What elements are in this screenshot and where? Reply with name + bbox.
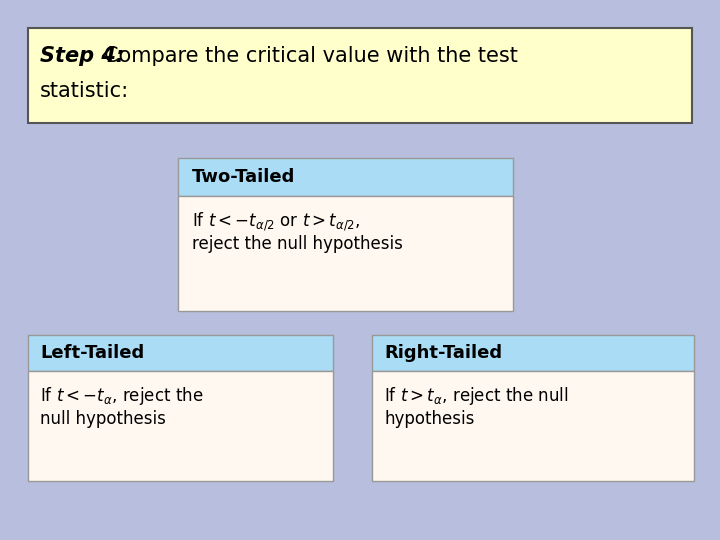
- Text: If $t > t_{\alpha}$, reject the null
hypothesis: If $t > t_{\alpha}$, reject the null hyp…: [384, 385, 569, 428]
- Text: Right-Tailed: Right-Tailed: [384, 344, 502, 362]
- Text: Step 4:: Step 4:: [40, 46, 125, 66]
- Text: If $t < -t_{\alpha}$, reject the
null hypothesis: If $t < -t_{\alpha}$, reject the null hy…: [40, 385, 203, 428]
- FancyBboxPatch shape: [28, 28, 692, 123]
- Text: If $t < -t_{\alpha/2}$ or $t > t_{\alpha/2}$,
reject the null hypothesis: If $t < -t_{\alpha/2}$ or $t > t_{\alpha…: [192, 210, 403, 253]
- Text: statistic:: statistic:: [40, 81, 129, 101]
- FancyBboxPatch shape: [28, 371, 333, 481]
- FancyBboxPatch shape: [178, 158, 513, 196]
- Text: Compare the critical value with the test: Compare the critical value with the test: [104, 46, 518, 66]
- FancyBboxPatch shape: [372, 371, 694, 481]
- Text: Two-Tailed: Two-Tailed: [192, 168, 295, 186]
- FancyBboxPatch shape: [372, 335, 694, 371]
- FancyBboxPatch shape: [178, 196, 513, 311]
- Text: Left-Tailed: Left-Tailed: [40, 344, 144, 362]
- FancyBboxPatch shape: [28, 335, 333, 371]
